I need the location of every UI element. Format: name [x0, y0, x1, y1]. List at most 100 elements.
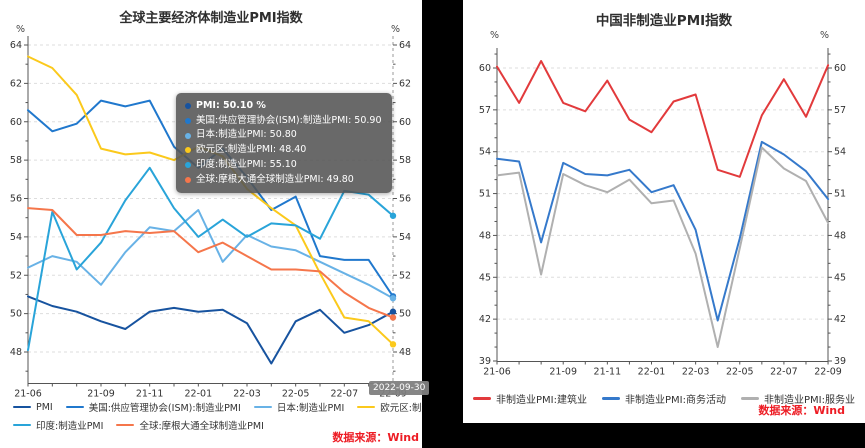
tooltip-series-value: 印度:制造业PMI: 55.10: [196, 158, 297, 170]
y-axis-tick-label: 64: [10, 40, 22, 51]
tooltip-series-dot: [185, 176, 191, 183]
legend-row: PMI 美国:供应管理协会(ISM):制造业PMI 日本:制造业PMI 欧元区:制造业…: [13, 400, 457, 414]
tooltip-series-dot: [185, 162, 191, 169]
legend-item[interactable]: 欧元区:制造业PMI: [357, 400, 457, 414]
y-axis-tick-label: 57: [834, 105, 846, 116]
tooltip-row: 美国:供应管理协会(ISM):制造业PMI: 50.90: [185, 114, 382, 129]
y-axis-tick-label: 54: [834, 147, 846, 158]
right-chart-legend: 非制造业PMI:建筑业 非制造业PMI:商务活动 非制造业PMI:服务业: [463, 391, 865, 406]
series-endpoint-dot: [389, 341, 397, 348]
y-axis-tick-label: 45: [834, 272, 846, 283]
tooltip-series-dot: [185, 118, 191, 125]
global-pmi-line-chart[interactable]: 48 48 50 50 52 52 54 54 56 56 58 58 60 60 62 62 64 64 21-0…: [0, 0, 422, 448]
x-axis-tick-label: 21-06: [14, 389, 42, 400]
legend-item-label: 欧元区:制造业PMI: [380, 403, 458, 414]
y-axis-tick-label: 62: [399, 78, 411, 89]
y-axis-tick-label: 42: [834, 314, 846, 325]
legend-line-swatch: [602, 397, 620, 400]
y-axis-tick-label: 50: [399, 309, 411, 320]
legend-item-label: 非制造业PMI:商务活动: [625, 395, 726, 406]
right-chart-unit-right: %: [820, 30, 830, 41]
crosshair-date-badge: 2022-09-30: [369, 381, 430, 395]
series-line: [27, 207, 394, 319]
series-line: [496, 146, 830, 348]
legend-line-swatch: [13, 423, 31, 427]
china-nonmanufacturing-chart-panel: 中国非制造业PMI指数 % % 39 39 42 42 45 45 48 48 51 51 54 54…: [463, 0, 865, 423]
series-endpoint-dot: [389, 314, 397, 321]
y-axis-tick-label: 57: [479, 105, 491, 116]
legend-item[interactable]: 非制造业PMI:建筑业: [473, 391, 587, 406]
x-axis-tick-label: 21-09: [87, 389, 115, 400]
tooltip-row: PMI: 50.10 %: [185, 99, 382, 114]
right-chart-unit-left: %: [490, 30, 500, 41]
left-chart-unit-left: %: [16, 24, 26, 35]
tooltip-row: 日本:制造业PMI: 50.80: [185, 128, 382, 143]
y-axis-tick-label: 54: [399, 232, 411, 243]
right-source-note: 数据来源：Wind: [758, 404, 845, 417]
china-nonmanufacturing-line-chart[interactable]: 39 39 42 42 45 45 48 48 51 51 54 54 57 57 60 60 21-06 21-…: [463, 0, 865, 423]
left-source-note: 数据来源：Wind: [332, 431, 419, 444]
series-line: [27, 295, 394, 365]
legend-item[interactable]: PMI: [13, 402, 53, 413]
y-axis-tick-label: 51: [834, 189, 846, 200]
legend-item-label: PMI: [36, 401, 53, 413]
left-chart-title: 全球主要经济体制造业PMI指数: [119, 11, 303, 26]
global-pmi-chart-panel: 全球主要经济体制造业PMI指数 % % 48 48 50 50 52 52 54 54 56 56…: [0, 0, 457, 448]
legend-line-swatch: [253, 405, 272, 409]
tooltip-series-value: 全球:摩根大通全球制造业PMI: 49.80: [196, 173, 354, 185]
legend-item[interactable]: 全球:摩根大通全球制造业PMI: [116, 418, 264, 432]
y-axis-tick-label: 56: [399, 194, 411, 205]
x-axis-tick-label: 22-01: [185, 389, 213, 400]
x-axis-tick-label: 21-06: [483, 367, 511, 378]
y-axis-tick-label: 52: [10, 270, 22, 281]
legend-row: 印度:制造业PMI 全球:摩根大通全球制造业PMI: [13, 418, 264, 432]
legend-item[interactable]: 非制造业PMI:服务业: [740, 391, 855, 406]
legend-item[interactable]: 非制造业PMI:商务活动: [602, 391, 726, 406]
series-line: [496, 140, 830, 322]
x-axis-tick-label: 22-03: [682, 367, 710, 378]
y-axis-tick-label: 48: [479, 230, 491, 241]
legend-row: 非制造业PMI:建筑业 非制造业PMI:商务活动 非制造业PMI:服务业: [473, 391, 855, 406]
legend-item-label: 非制造业PMI:建筑业: [496, 395, 587, 406]
legend-item-label: 非制造业PMI:服务业: [763, 395, 855, 406]
tooltip-series-dot: [185, 103, 191, 110]
tooltip-series-value: 美国:供应管理协会(ISM):制造业PMI: 50.90: [196, 114, 382, 126]
legend-item[interactable]: 美国:供应管理协会(ISM):制造业PMI: [65, 400, 241, 414]
series-endpoint-dot: [389, 212, 397, 219]
series-line: [27, 166, 394, 352]
x-axis-tick-label: 21-11: [594, 367, 622, 378]
x-axis-tick-label: 22-07: [331, 389, 359, 400]
left-chart-legend: PMI 美国:供应管理协会(ISM):制造业PMI 日本:制造业PMI 欧元区:制造业…: [13, 400, 457, 432]
y-axis-tick-label: 60: [10, 117, 22, 128]
legend-item[interactable]: 印度:制造业PMI: [13, 418, 103, 432]
y-axis-tick-label: 58: [399, 155, 411, 166]
series-line: [27, 209, 394, 300]
right-chart-title: 中国非制造业PMI指数: [595, 13, 733, 29]
left-chart-unit-right: %: [391, 24, 401, 35]
y-axis-tick-label: 45: [479, 272, 491, 283]
legend-line-swatch: [116, 423, 135, 427]
y-axis-tick-label: 54: [10, 232, 22, 243]
legend-item-label: 日本:制造业PMI: [276, 403, 345, 414]
tooltip-series-dot: [185, 132, 191, 139]
y-axis-tick-label: 39: [834, 356, 846, 367]
legend-item-label: 美国:供应管理协会(ISM):制造业PMI: [88, 403, 241, 414]
x-axis-tick-label: 22-01: [638, 367, 666, 378]
legend-item[interactable]: 日本:制造业PMI: [253, 400, 345, 414]
y-axis-tick-label: 56: [10, 194, 22, 205]
legend-line-swatch: [357, 405, 376, 409]
y-axis-tick-label: 42: [479, 314, 491, 325]
y-axis-tick-label: 52: [399, 270, 411, 281]
x-axis-tick-label: 22-05: [282, 389, 310, 400]
y-axis-tick-label: 48: [399, 347, 411, 358]
y-axis-tick-label: 51: [479, 189, 491, 200]
y-axis-tick-label: 58: [10, 155, 22, 166]
x-axis-tick-label: 22-05: [726, 367, 754, 378]
y-axis-tick-label: 60: [399, 117, 411, 128]
y-axis-tick-label: 62: [10, 78, 22, 89]
y-axis-tick-label: 48: [834, 230, 846, 241]
tooltip-series-dot: [185, 147, 191, 154]
tooltip-series-value: PMI: 50.10 %: [196, 100, 266, 111]
y-axis-tick-label: 60: [479, 63, 491, 74]
